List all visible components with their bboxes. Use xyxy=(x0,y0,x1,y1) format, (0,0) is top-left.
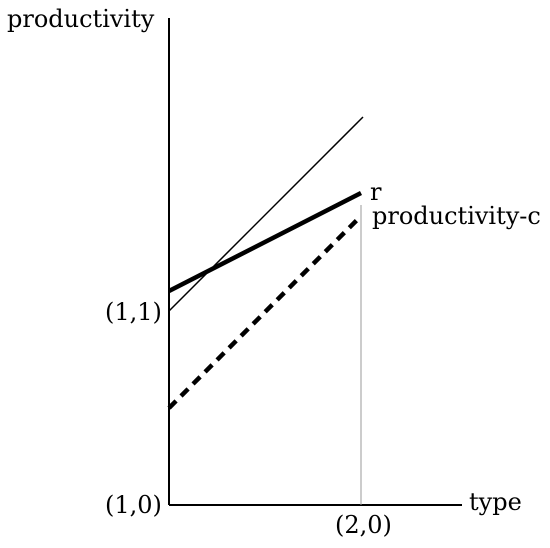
origin-label: (1,0) xyxy=(105,491,162,519)
y-tick-label: (1,1) xyxy=(105,298,162,326)
line-r-label: r xyxy=(370,178,382,206)
x-axis-label: type xyxy=(469,488,522,516)
line-r xyxy=(167,190,363,294)
thin-reference-line xyxy=(168,116,364,312)
y-axis-label: productivity xyxy=(7,5,155,33)
line-productivity-c-label: productivity-c xyxy=(372,202,541,230)
x-tick-label: (2,0) xyxy=(335,511,392,539)
line-productivity-c xyxy=(167,214,363,410)
